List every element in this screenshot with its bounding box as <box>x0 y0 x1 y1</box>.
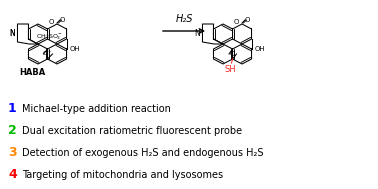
Text: 3: 3 <box>8 146 17 160</box>
Text: O: O <box>245 17 250 23</box>
Text: N: N <box>195 29 200 37</box>
Text: OH: OH <box>254 46 265 52</box>
Text: SH: SH <box>225 65 236 74</box>
Text: 1: 1 <box>8 102 17 115</box>
Text: HABA: HABA <box>19 68 46 77</box>
Text: O$^+$: O$^+$ <box>42 50 53 58</box>
Text: O: O <box>234 19 239 25</box>
Text: N: N <box>10 29 15 37</box>
Text: O: O <box>60 17 65 23</box>
Text: O: O <box>230 51 235 57</box>
Text: N: N <box>10 29 15 37</box>
Text: 4: 4 <box>8 169 17 181</box>
Text: 2: 2 <box>8 125 17 138</box>
Text: Michael-type addition reaction: Michael-type addition reaction <box>22 104 171 114</box>
Text: O: O <box>49 19 54 25</box>
Text: H₂S: H₂S <box>175 14 193 24</box>
Text: Dual excitation ratiometric fluorescent probe: Dual excitation ratiometric fluorescent … <box>22 126 242 136</box>
Text: Targeting of mitochondria and lysosomes: Targeting of mitochondria and lysosomes <box>22 170 223 180</box>
Text: CH$_3$SO$_3^-$: CH$_3$SO$_3^-$ <box>36 33 63 42</box>
Text: OH: OH <box>70 46 80 52</box>
Text: Detection of exogenous H₂S and endogenous H₂S: Detection of exogenous H₂S and endogenou… <box>22 148 263 158</box>
